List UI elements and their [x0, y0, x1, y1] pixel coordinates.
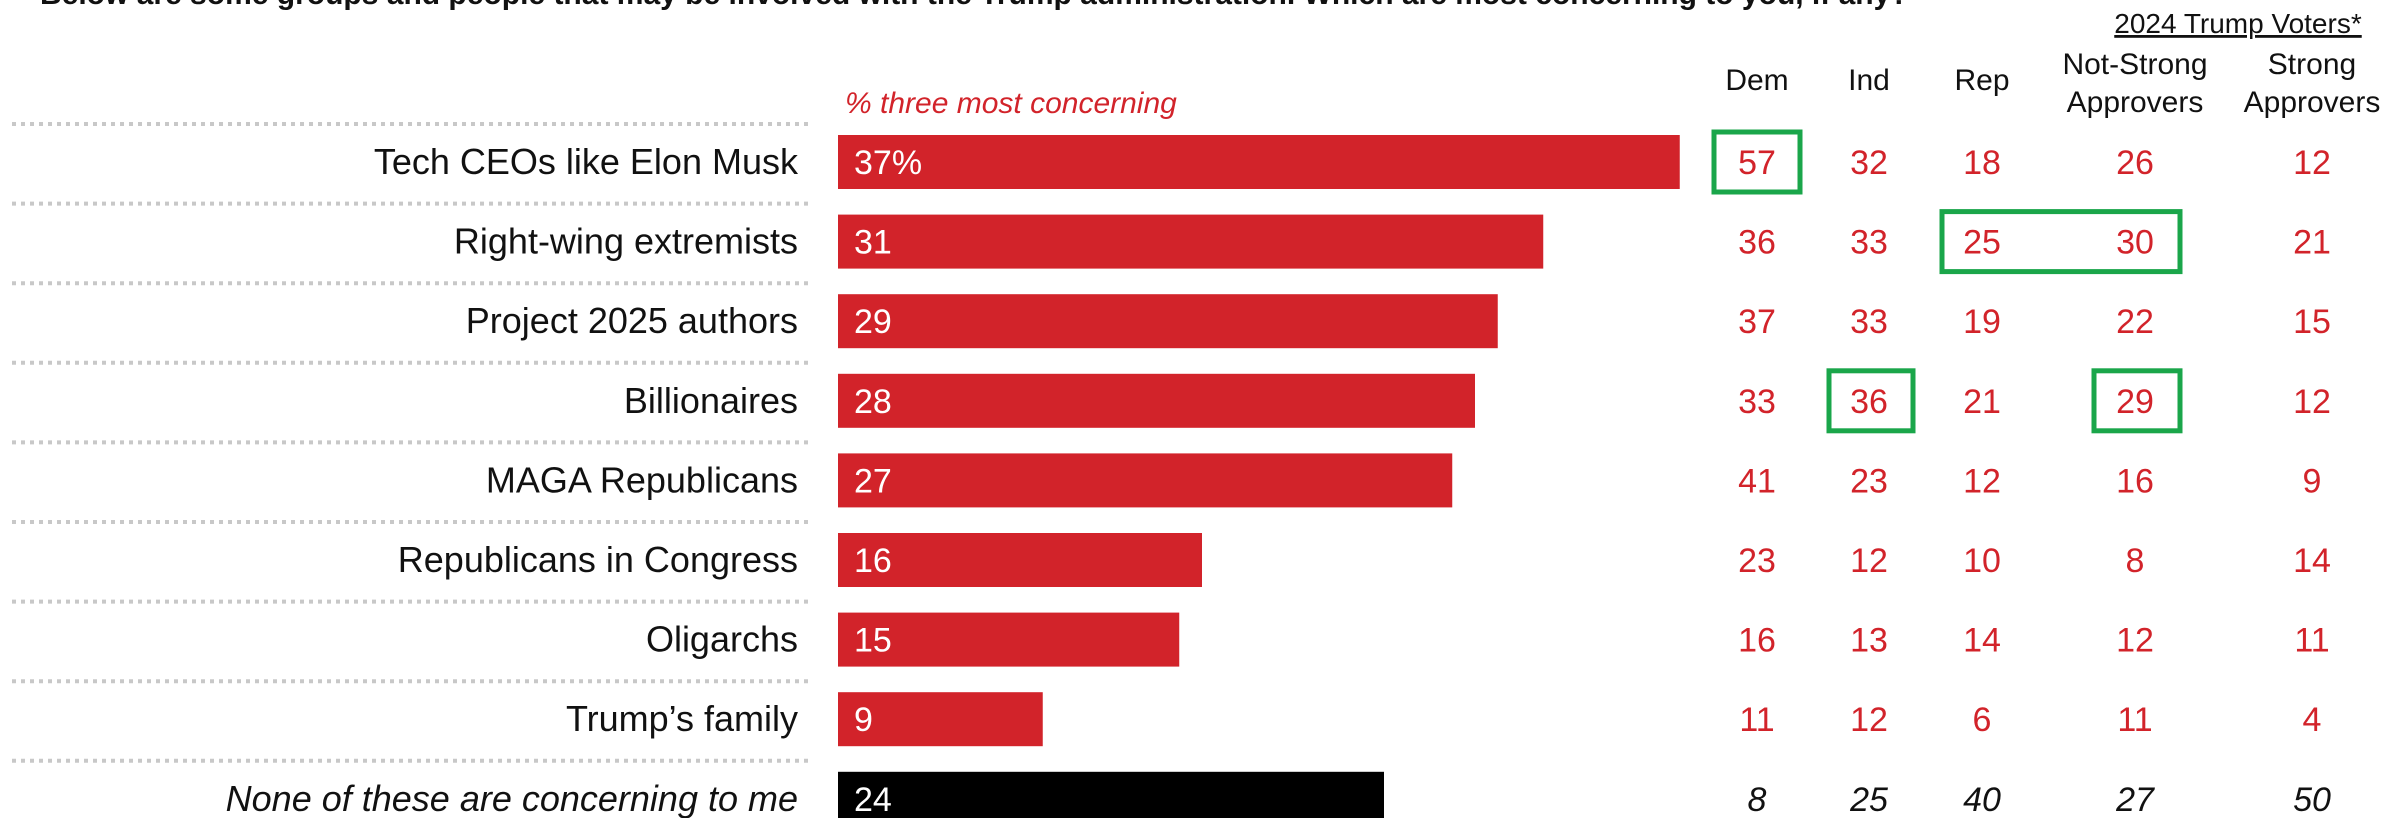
table-cell: 12	[1963, 462, 2001, 500]
table-cell: 36	[1850, 383, 1888, 421]
highlight-box	[1939, 209, 2183, 275]
table-cell: 25	[1849, 781, 1888, 818]
table-cell: 11	[2294, 622, 2329, 660]
category-label: Oligarchs	[646, 619, 798, 660]
table-cell: 13	[1850, 622, 1888, 660]
table-cell: 11	[2117, 701, 2152, 739]
table-cell: 30	[2116, 224, 2154, 262]
table-cell: 26	[2116, 144, 2154, 182]
highlight-box	[1711, 129, 1803, 195]
bar	[838, 373, 1475, 428]
bar	[838, 692, 1043, 747]
table-cell: 41	[1738, 462, 1776, 500]
table-cell: 12	[1850, 542, 1888, 580]
bar-value-label: 29	[854, 303, 892, 341]
table-cell: 12	[2293, 383, 2331, 421]
column-header: Strong	[2268, 48, 2356, 81]
bar	[838, 533, 1202, 587]
table-cell: 14	[2293, 542, 2331, 580]
table-cell: 22	[2116, 303, 2154, 341]
column-header: Rep	[1954, 64, 2009, 97]
table-cell: 27	[2115, 781, 2155, 818]
table-cell: 37	[1738, 303, 1776, 341]
table-cell: 12	[2293, 144, 2331, 182]
table-cell: 21	[2293, 224, 2331, 262]
bar-value-label: 16	[854, 542, 892, 580]
category-label: Right-wing extremists	[454, 221, 798, 262]
table-cell: 40	[1963, 781, 2001, 818]
bar-value-label: 37%	[854, 144, 922, 182]
table-cell: 21	[1963, 383, 2001, 421]
bar	[838, 612, 1180, 667]
table-cell: 33	[1738, 383, 1776, 421]
table-cell: 9	[2303, 462, 2322, 500]
table-cell: 50	[2293, 781, 2331, 818]
group-header: 2024 Trump Voters*	[2114, 8, 2362, 39]
bar-value-label: 28	[854, 383, 892, 421]
bar	[838, 453, 1453, 508]
table-cell: 10	[1963, 542, 2001, 580]
table-cell: 33	[1850, 303, 1888, 341]
bar-value-label: 9	[854, 701, 873, 739]
category-label: Tech CEOs like Elon Musk	[374, 141, 799, 182]
table-cell: 11	[1739, 701, 1774, 739]
category-label: Billionaires	[624, 380, 798, 421]
survey-question: Below are some groups and people that ma…	[40, 0, 2340, 12]
chart-subtitle: % three most concerning	[845, 87, 1177, 120]
column-header: Not-Strong	[2062, 48, 2207, 81]
table-cell: 12	[2116, 622, 2154, 660]
table-cell: 18	[1963, 144, 2001, 182]
table-cell: 29	[2116, 383, 2154, 421]
bar	[838, 294, 1498, 349]
table-cell: 8	[2126, 542, 2145, 580]
column-header: Approvers	[2244, 86, 2381, 119]
table-cell: 19	[1963, 303, 2001, 341]
category-label: MAGA Republicans	[486, 459, 798, 500]
category-label: Project 2025 authors	[466, 300, 798, 341]
category-label: None of these are concerning to me	[226, 778, 798, 818]
highlight-box	[1826, 368, 1916, 434]
table-cell: 6	[1973, 701, 1992, 739]
table-cell: 25	[1963, 224, 2001, 262]
column-header: Approvers	[2067, 86, 2204, 119]
bar-value-label: 31	[854, 224, 892, 262]
table-cell: 23	[1850, 462, 1888, 500]
table-cell: 57	[1738, 144, 1776, 182]
category-label: Republicans in Congress	[398, 539, 798, 580]
bar	[838, 135, 1680, 189]
category-label: Trump’s family	[566, 698, 798, 739]
column-header: Dem	[1725, 64, 1788, 97]
table-cell: 36	[1738, 224, 1776, 262]
table-cell: 23	[1738, 542, 1776, 580]
table-cell: 4	[2303, 701, 2322, 739]
bar-value-label: 27	[854, 462, 892, 500]
table-cell: 33	[1850, 224, 1888, 262]
table-cell: 15	[2293, 303, 2331, 341]
bar	[838, 214, 1544, 269]
table-cell: 32	[1850, 144, 1888, 182]
table-cell: 16	[1738, 622, 1776, 660]
column-header: Ind	[1848, 64, 1890, 97]
bar-value-label: 24	[854, 781, 892, 818]
table-cell: 14	[1963, 622, 2001, 660]
table-cell: 12	[1850, 701, 1888, 739]
bar	[838, 771, 1384, 818]
highlight-box	[2091, 368, 2183, 434]
table-cell: 16	[2116, 462, 2154, 500]
bar-value-label: 15	[854, 622, 892, 660]
table-cell: 8	[1748, 781, 1767, 818]
